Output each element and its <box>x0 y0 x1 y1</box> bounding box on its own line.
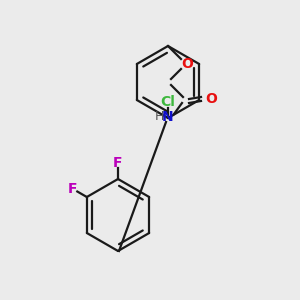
Text: O: O <box>205 92 217 106</box>
Text: Cl: Cl <box>160 95 175 109</box>
Text: F: F <box>68 182 78 196</box>
Text: F: F <box>113 156 123 170</box>
Text: H: H <box>154 110 164 124</box>
Text: O: O <box>181 57 193 71</box>
Text: N: N <box>162 110 174 124</box>
